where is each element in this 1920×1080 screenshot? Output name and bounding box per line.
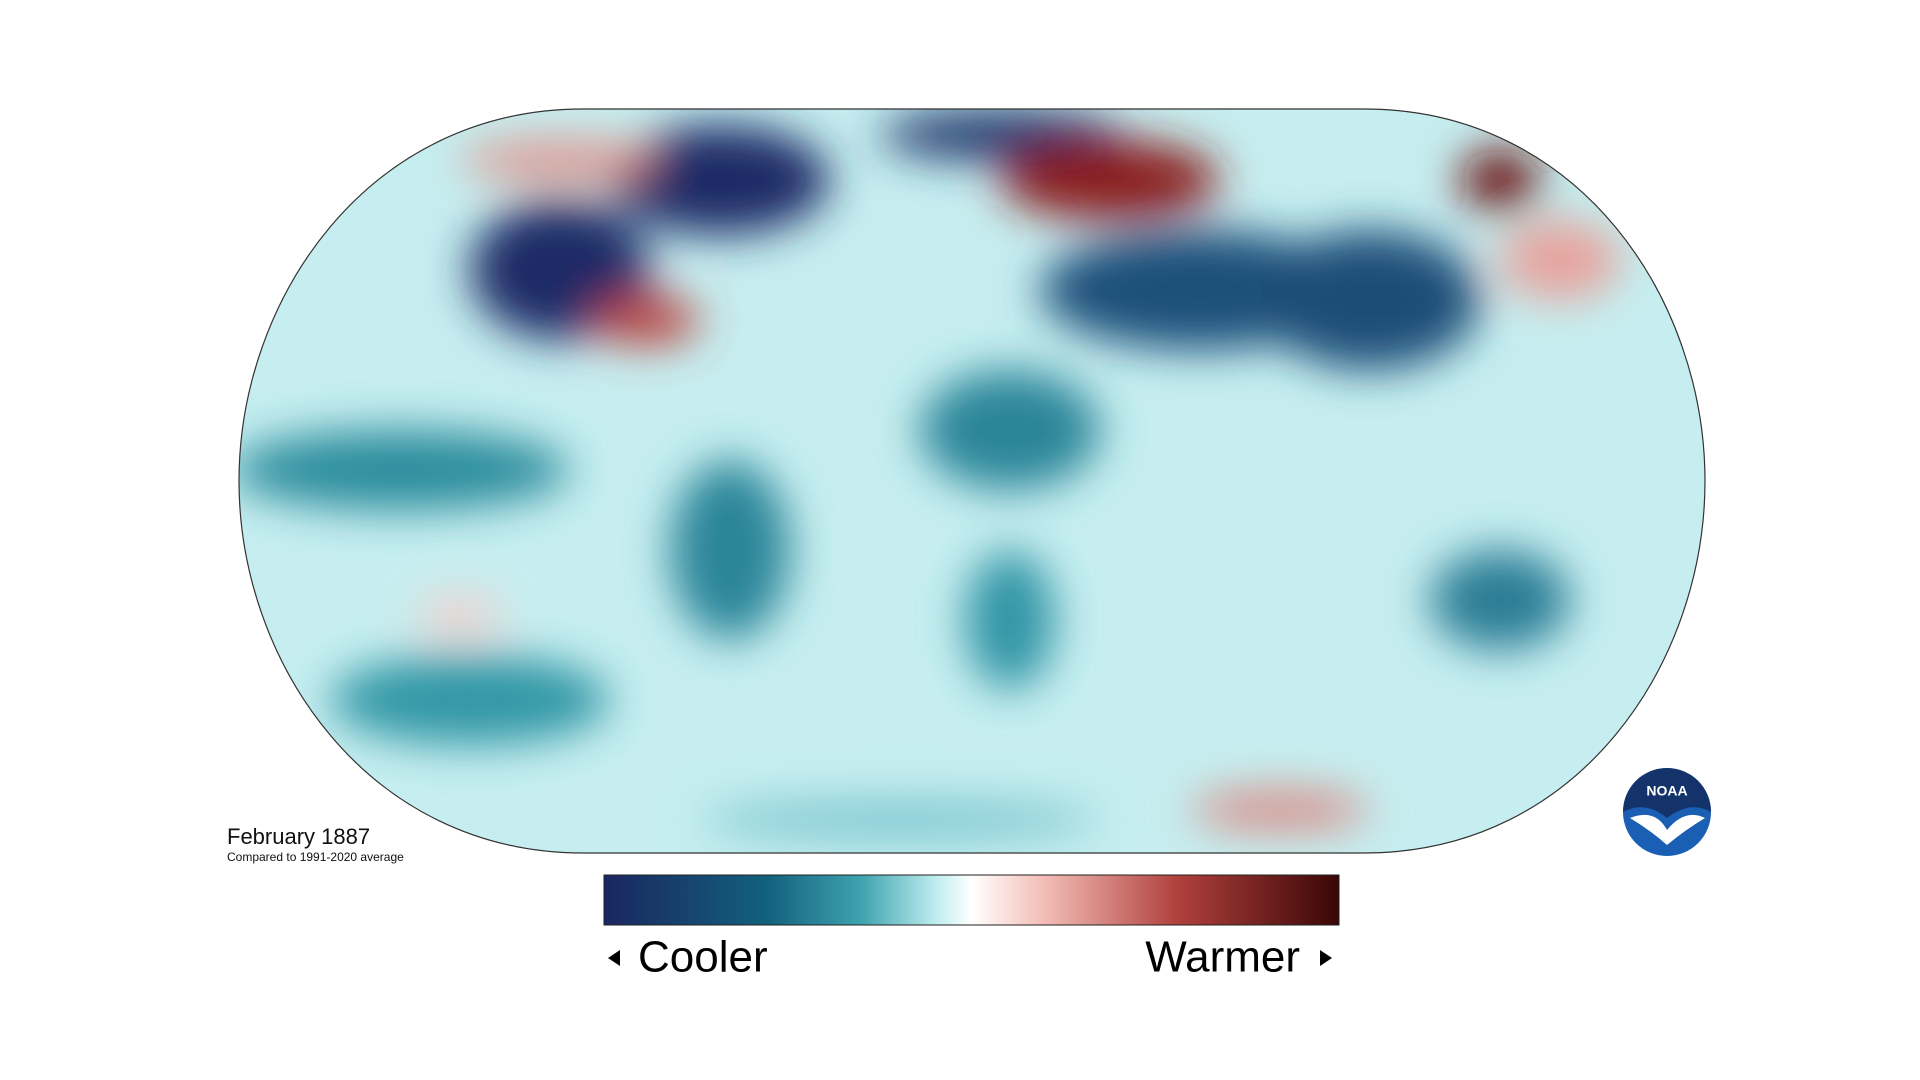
logo-text: NOAA xyxy=(1646,783,1687,799)
map-subtitle: Compared to 1991-2020 average xyxy=(227,850,404,864)
logo-top xyxy=(1623,768,1711,818)
map-title: February 1887 xyxy=(227,824,370,849)
anomaly-map xyxy=(239,109,1705,853)
map-outline xyxy=(238,108,1706,854)
warmer-arrow xyxy=(1320,950,1332,966)
logo-gull xyxy=(1630,814,1705,845)
cooler-arrow xyxy=(608,950,620,966)
noaa-logo: NOAA xyxy=(1623,768,1711,856)
warmer-label: Warmer xyxy=(1145,933,1300,982)
color-scale xyxy=(603,874,1340,926)
cooler-label: Cooler xyxy=(638,933,768,982)
